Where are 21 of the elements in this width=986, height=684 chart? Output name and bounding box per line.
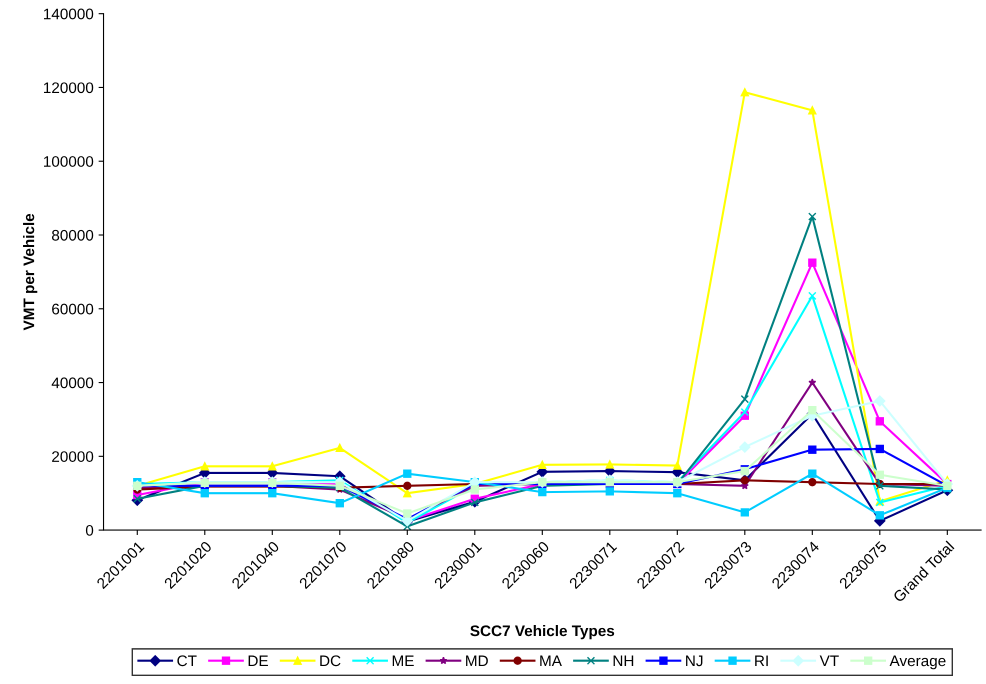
y-tick-label: 60000 xyxy=(52,304,94,314)
y-tick-label: 0 xyxy=(86,524,94,536)
legend-label: CT xyxy=(177,655,197,666)
y-tick-label: 100000 xyxy=(44,156,94,167)
legend-label: RI xyxy=(755,656,768,666)
legend-label: ME xyxy=(392,656,414,666)
legend-label: DE xyxy=(248,656,268,666)
legend-label: DC xyxy=(320,655,341,666)
y-tick-label: 120000 xyxy=(44,82,94,94)
y-tick-label: 40000 xyxy=(52,377,94,388)
legend-label: VT xyxy=(820,656,839,666)
y-axis-title: VMT per Vehicle xyxy=(23,214,38,330)
legend-label: MA xyxy=(540,656,562,666)
y-tick-label: 80000 xyxy=(52,230,94,241)
legend-label: MD xyxy=(466,656,488,666)
y-tick-label: 140000 xyxy=(44,8,94,20)
legend-label: NJ xyxy=(686,656,702,666)
y-tick-label: 20000 xyxy=(52,451,94,462)
x-axis-title: SCC7 Vehicle Types xyxy=(470,624,614,640)
legend-label: Average xyxy=(890,656,946,670)
legend-label: NH xyxy=(614,656,634,666)
